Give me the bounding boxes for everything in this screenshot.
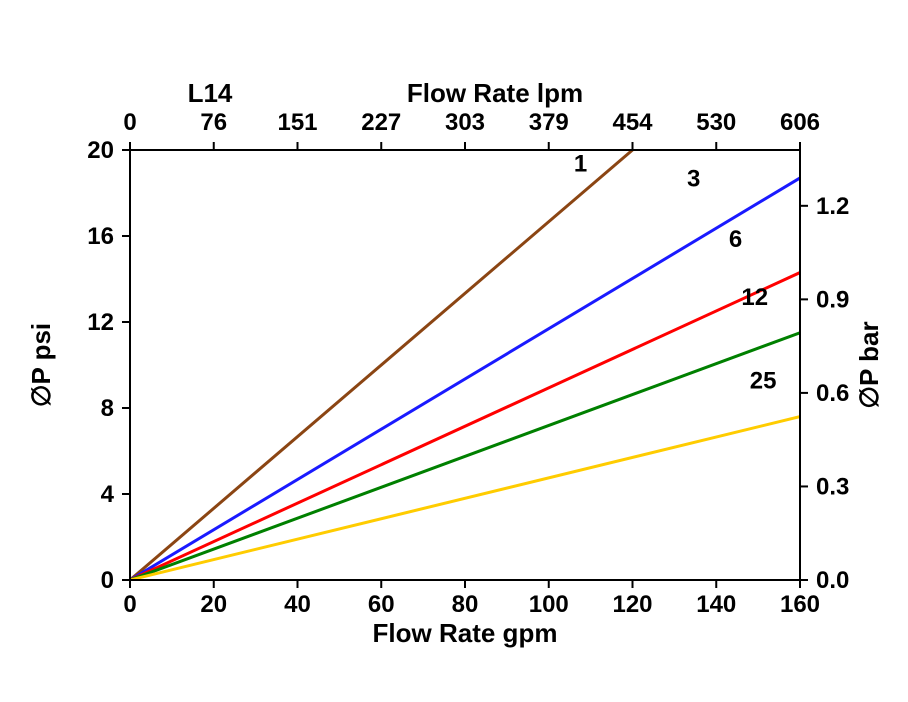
x-top-tick-label: 379 (529, 109, 569, 136)
x-bottom-tick-label: 40 (284, 591, 311, 618)
x-bottom-tick-label: 140 (696, 591, 736, 618)
y-left-tick-label: 8 (101, 395, 114, 422)
x-bottom-tick-label: 160 (780, 591, 820, 618)
x-top-tick-label: 151 (277, 109, 317, 136)
x-bottom-tick-label: 20 (200, 591, 227, 618)
x-top-tick-label: 0 (123, 109, 136, 136)
x-bottom-tick-label: 0 (123, 591, 136, 618)
y-left-tick-label: 20 (87, 137, 114, 164)
series-label-25: 25 (750, 368, 777, 395)
series-label-3: 3 (687, 166, 700, 193)
y-left-title: ∅P psi (26, 323, 56, 407)
y-left-tick-label: 0 (101, 567, 114, 594)
x-bottom-title: Flow Rate gpm (373, 618, 558, 648)
y-right-tick-label: 0.6 (816, 380, 849, 407)
x-bottom-tick-label: 80 (452, 591, 479, 618)
x-top-tick-label: 227 (361, 109, 401, 136)
series-label-12: 12 (741, 284, 768, 311)
y-left-tick-label: 4 (101, 481, 115, 508)
y-right-tick-label: 0.9 (816, 286, 849, 313)
x-bottom-tick-label: 120 (612, 591, 652, 618)
y-right-tick-label: 0.0 (816, 567, 849, 594)
y-right-title: ∅P bar (854, 321, 884, 408)
y-left-tick-label: 12 (87, 309, 114, 336)
x-bottom-tick-label: 100 (529, 591, 569, 618)
x-top-tick-label: 303 (445, 109, 485, 136)
y-right-tick-label: 1.2 (816, 193, 849, 220)
series-label-1: 1 (574, 151, 587, 178)
x-bottom-tick-label: 60 (368, 591, 395, 618)
x-top-tick-label: 530 (696, 109, 736, 136)
y-right-tick-label: 0.3 (816, 473, 849, 500)
x-top-tick-label: 76 (200, 109, 227, 136)
y-left-tick-label: 16 (87, 223, 114, 250)
series-label-6: 6 (729, 226, 742, 253)
x-top-tick-label: 606 (780, 109, 820, 136)
x-top-title: Flow Rate lpm (407, 78, 583, 108)
model-label: L14 (188, 78, 233, 108)
x-top-tick-label: 454 (612, 109, 653, 136)
